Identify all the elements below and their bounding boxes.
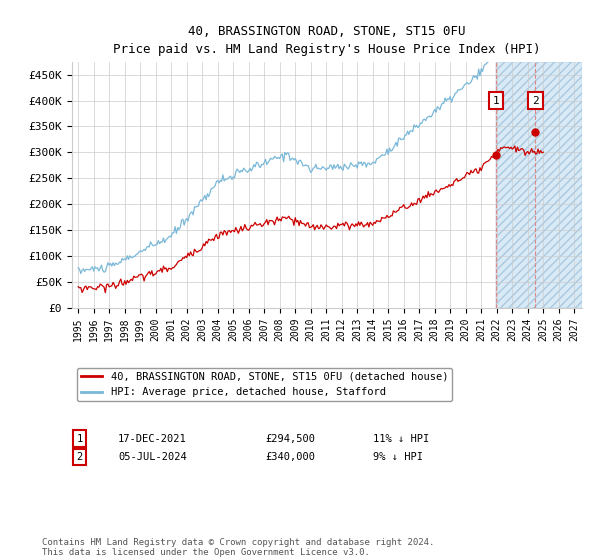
Text: £294,500: £294,500 — [266, 433, 316, 444]
Title: 40, BRASSINGTON ROAD, STONE, ST15 0FU
Price paid vs. HM Land Registry's House Pr: 40, BRASSINGTON ROAD, STONE, ST15 0FU Pr… — [113, 25, 541, 56]
Text: 05-JUL-2024: 05-JUL-2024 — [118, 452, 187, 462]
Text: 17-DEC-2021: 17-DEC-2021 — [118, 433, 187, 444]
Text: £340,000: £340,000 — [266, 452, 316, 462]
Text: 9% ↓ HPI: 9% ↓ HPI — [373, 452, 423, 462]
Text: 2: 2 — [532, 96, 539, 105]
Text: 1: 1 — [77, 433, 83, 444]
Bar — [496, 62, 582, 308]
Text: 1: 1 — [493, 96, 499, 105]
Bar — [496, 62, 582, 308]
Text: 11% ↓ HPI: 11% ↓ HPI — [373, 433, 429, 444]
Text: 2: 2 — [77, 452, 83, 462]
Text: Contains HM Land Registry data © Crown copyright and database right 2024.
This d: Contains HM Land Registry data © Crown c… — [42, 538, 434, 557]
Legend: 40, BRASSINGTON ROAD, STONE, ST15 0FU (detached house), HPI: Average price, deta: 40, BRASSINGTON ROAD, STONE, ST15 0FU (d… — [77, 368, 452, 402]
